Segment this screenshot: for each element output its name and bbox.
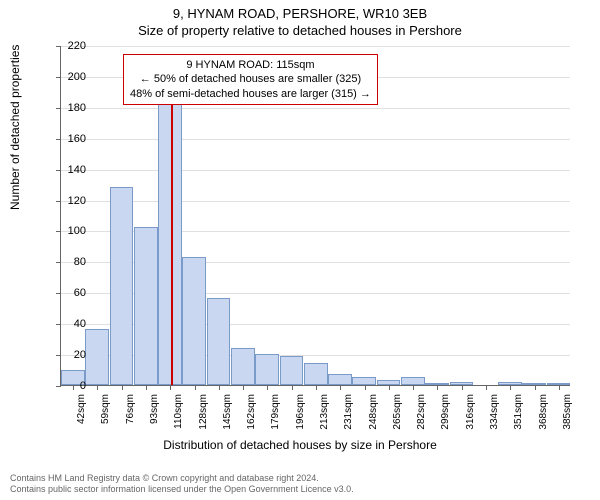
ytick-label: 20 [46, 349, 86, 361]
xtick-mark [365, 385, 366, 390]
histogram-bar [401, 377, 425, 385]
histogram-bar [134, 227, 158, 385]
xtick-mark [243, 385, 244, 390]
y-axis-label: Number of detached properties [8, 45, 22, 210]
xtick-label: 231sqm [343, 394, 354, 444]
xtick-label: 196sqm [295, 394, 306, 444]
xtick-mark [122, 385, 123, 390]
ytick-label: 0 [46, 380, 86, 392]
ytick-label: 60 [46, 287, 86, 299]
xtick-label: 76sqm [125, 394, 136, 444]
footer-attribution: Contains HM Land Registry data © Crown c… [10, 473, 354, 496]
xtick-mark [316, 385, 317, 390]
xtick-label: 213sqm [319, 394, 330, 444]
xtick-label: 179sqm [270, 394, 281, 444]
ytick-label: 100 [46, 225, 86, 237]
xtick-mark [535, 385, 536, 390]
histogram-bar [280, 356, 304, 385]
xtick-label: 59sqm [100, 394, 111, 444]
annotation-line: ← 50% of detached houses are smaller (32… [130, 72, 371, 86]
chart-title-sub: Size of property relative to detached ho… [0, 21, 600, 38]
xtick-label: 299sqm [440, 394, 451, 444]
xtick-label: 368sqm [538, 394, 549, 444]
xtick-mark [510, 385, 511, 390]
gridline [61, 170, 570, 171]
xtick-mark [267, 385, 268, 390]
xtick-mark [170, 385, 171, 390]
gridline [61, 108, 570, 109]
histogram-bar [352, 377, 376, 385]
xtick-label: 351sqm [513, 394, 524, 444]
xtick-mark [437, 385, 438, 390]
xtick-mark [340, 385, 341, 390]
ytick-label: 220 [46, 40, 86, 52]
annotation-line: 9 HYNAM ROAD: 115sqm [130, 58, 371, 72]
xtick-label: 162sqm [246, 394, 257, 444]
annotation-line: 48% of semi-detached houses are larger (… [130, 87, 371, 101]
xtick-mark [413, 385, 414, 390]
xtick-label: 93sqm [149, 394, 160, 444]
ytick-label: 40 [46, 318, 86, 330]
xtick-label: 42sqm [76, 394, 87, 444]
histogram-bar [231, 348, 255, 385]
xtick-mark [195, 385, 196, 390]
gridline [61, 201, 570, 202]
xtick-label: 265sqm [392, 394, 403, 444]
gridline [61, 139, 570, 140]
histogram-bar [255, 354, 279, 385]
histogram-bar [207, 298, 231, 385]
footer-line-1: Contains HM Land Registry data © Crown c… [10, 473, 354, 485]
xtick-label: 110sqm [173, 394, 184, 444]
histogram-bar [110, 187, 134, 385]
xtick-label: 334sqm [489, 394, 500, 444]
ytick-label: 140 [46, 164, 86, 176]
xtick-mark [219, 385, 220, 390]
ytick-label: 120 [46, 195, 86, 207]
ytick-label: 160 [46, 133, 86, 145]
xtick-label: 282sqm [416, 394, 427, 444]
xtick-mark [292, 385, 293, 390]
ytick-label: 200 [46, 71, 86, 83]
chart-title-main: 9, HYNAM ROAD, PERSHORE, WR10 3EB [0, 0, 600, 21]
histogram-bar [304, 363, 328, 385]
ytick-label: 180 [46, 102, 86, 114]
xtick-label: 385sqm [562, 394, 573, 444]
histogram-bar [182, 257, 206, 385]
xtick-label: 248sqm [368, 394, 379, 444]
histogram-bar [328, 374, 352, 385]
xtick-label: 145sqm [222, 394, 233, 444]
marker-line [171, 89, 173, 385]
xtick-mark [97, 385, 98, 390]
chart-plot-area: 9 HYNAM ROAD: 115sqm← 50% of detached ho… [60, 46, 570, 386]
gridline [61, 46, 570, 47]
xtick-mark [462, 385, 463, 390]
annotation-box: 9 HYNAM ROAD: 115sqm← 50% of detached ho… [123, 54, 378, 105]
xtick-mark [559, 385, 560, 390]
footer-line-2: Contains public sector information licen… [10, 484, 354, 496]
xtick-label: 128sqm [198, 394, 209, 444]
xtick-label: 316sqm [465, 394, 476, 444]
xtick-mark [486, 385, 487, 390]
ytick-label: 80 [46, 256, 86, 268]
xtick-mark [389, 385, 390, 390]
histogram-bar [85, 329, 109, 385]
xtick-mark [146, 385, 147, 390]
